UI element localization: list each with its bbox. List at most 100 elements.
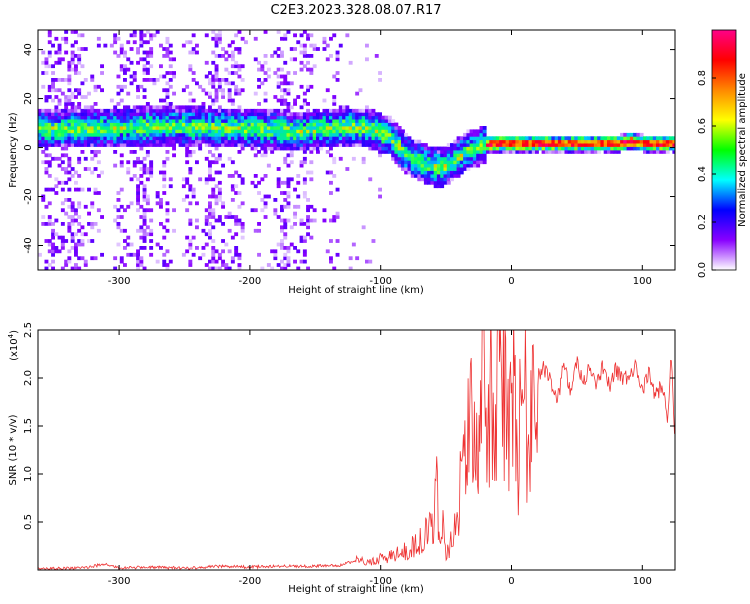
spectrogram-cell: [211, 122, 216, 127]
spectrogram-cell: [365, 132, 369, 137]
spectrogram-cell: [93, 222, 98, 226]
spectrogram-cell: [567, 136, 572, 141]
spectrogram-cell: [459, 146, 464, 151]
spectrogram-cell: [414, 146, 418, 151]
spectrogram-cell: [70, 102, 75, 106]
spectrogram-cell: [240, 108, 245, 113]
spectrogram-cell: [417, 174, 422, 178]
spectrogram-cell: [342, 108, 346, 113]
spectrogram-cell: [77, 102, 82, 106]
spectrogram-cell: [384, 139, 389, 144]
spectrogram-cell: [368, 126, 373, 130]
spectrogram-cell: [217, 256, 222, 261]
spectrogram-cell: [96, 112, 101, 117]
spectrogram-cell: [240, 119, 245, 123]
spectrogram-cell: [116, 132, 121, 137]
spectrogram-cell: [178, 129, 183, 134]
spectrogram-cell: [329, 132, 333, 137]
spectrogram-cell: [60, 136, 65, 141]
spectrogram-cell: [459, 170, 464, 175]
spectrogram-cell: [44, 98, 49, 103]
spectrogram-cell: [129, 150, 134, 154]
spectrogram-cell: [67, 78, 72, 82]
spectrogram-cell: [420, 146, 425, 151]
spectrogram-cell: [662, 143, 667, 147]
spectrogram-cell: [96, 115, 101, 120]
spectrogram-cell: [70, 119, 75, 123]
spectrogram-cell: [230, 160, 235, 165]
spectrogram-cell: [652, 146, 657, 151]
spectrogram-cell: [64, 122, 69, 127]
spectrogram-cell: [54, 126, 59, 130]
spectrogram-cell: [195, 126, 199, 130]
spectrogram-cell: [253, 208, 258, 213]
spectrogram-cell: [299, 132, 304, 137]
spectrogram-cell: [289, 177, 294, 182]
spectrogram-cell: [132, 71, 137, 75]
spectrogram-cell: [100, 136, 104, 141]
spectrogram-cell: [60, 108, 65, 113]
spectrogram-cell: [296, 122, 301, 127]
spectrogram-cell: [208, 163, 212, 168]
spectrogram-cell: [139, 246, 144, 250]
spectrogram-cell: [378, 187, 382, 192]
spectrogram-cell: [74, 108, 78, 113]
spectrogram-cell: [322, 115, 327, 120]
spectrogram-cell: [345, 33, 350, 38]
spectrogram-cell: [368, 136, 373, 141]
spectrogram-cell: [623, 146, 628, 151]
spectrogram-cell: [188, 170, 193, 175]
spectrogram-cell: [459, 136, 464, 141]
spectrogram-cell: [371, 122, 376, 127]
spectrogram-cell: [260, 112, 265, 117]
spectrogram-cell: [515, 136, 520, 141]
spectrogram-cell: [489, 146, 494, 151]
spectrogram-cell: [142, 33, 147, 38]
spectrogram-cell: [348, 132, 353, 137]
spectrogram-cell: [80, 132, 85, 137]
spectrogram-cell: [423, 170, 428, 175]
spectrogram-cell: [515, 150, 520, 154]
spectrogram-cell: [528, 139, 533, 144]
spectrogram-cell: [175, 126, 180, 130]
spectrogram-cell: [142, 119, 147, 123]
spectrogram-cell: [227, 126, 232, 130]
spectrogram-cell: [60, 132, 65, 137]
spectrogram-cell: [168, 102, 173, 106]
spectrogram-cell: [280, 191, 284, 195]
spectrogram-cell: [296, 40, 301, 45]
x-tick-label: 100: [633, 576, 652, 587]
spectrogram-cell: [276, 122, 281, 127]
spectrogram-cell: [211, 81, 216, 86]
spectrogram-cell: [67, 259, 72, 264]
spectrogram-cell: [322, 119, 327, 123]
spectrogram-cell: [659, 136, 664, 141]
spectrogram-cell: [60, 167, 65, 171]
spectrogram-cell: [152, 105, 157, 110]
spectrogram-cell: [626, 146, 631, 151]
spectrogram-cell: [450, 163, 454, 168]
spectrogram-cell: [270, 54, 275, 58]
spectrogram-cell: [142, 187, 147, 192]
spectrogram-cell: [234, 33, 239, 38]
spectrogram-cell: [306, 266, 310, 270]
spectrogram-cell: [299, 60, 304, 65]
spectrogram-cell: [165, 108, 170, 113]
spectrogram-cell: [113, 36, 118, 41]
spectrogram-cell: [162, 132, 167, 137]
spectrogram-cell: [64, 126, 69, 130]
spectrogram-cell: [87, 115, 91, 120]
spectrogram-cell: [329, 143, 333, 147]
spectrogram-cell: [93, 126, 98, 130]
spectrogram-cell: [159, 132, 163, 137]
spectrogram-cell: [208, 170, 212, 175]
spectrogram-cell: [338, 105, 343, 110]
spectrogram-cell: [466, 136, 471, 141]
spectrogram-cell: [60, 122, 65, 127]
spectrogram-cell: [332, 174, 337, 178]
spectrogram-cell: [129, 143, 134, 147]
spectrogram-cell: [70, 129, 75, 134]
spectrogram-cell: [123, 208, 127, 213]
spectrogram-cell: [316, 150, 320, 154]
spectrogram-cell: [204, 33, 209, 38]
